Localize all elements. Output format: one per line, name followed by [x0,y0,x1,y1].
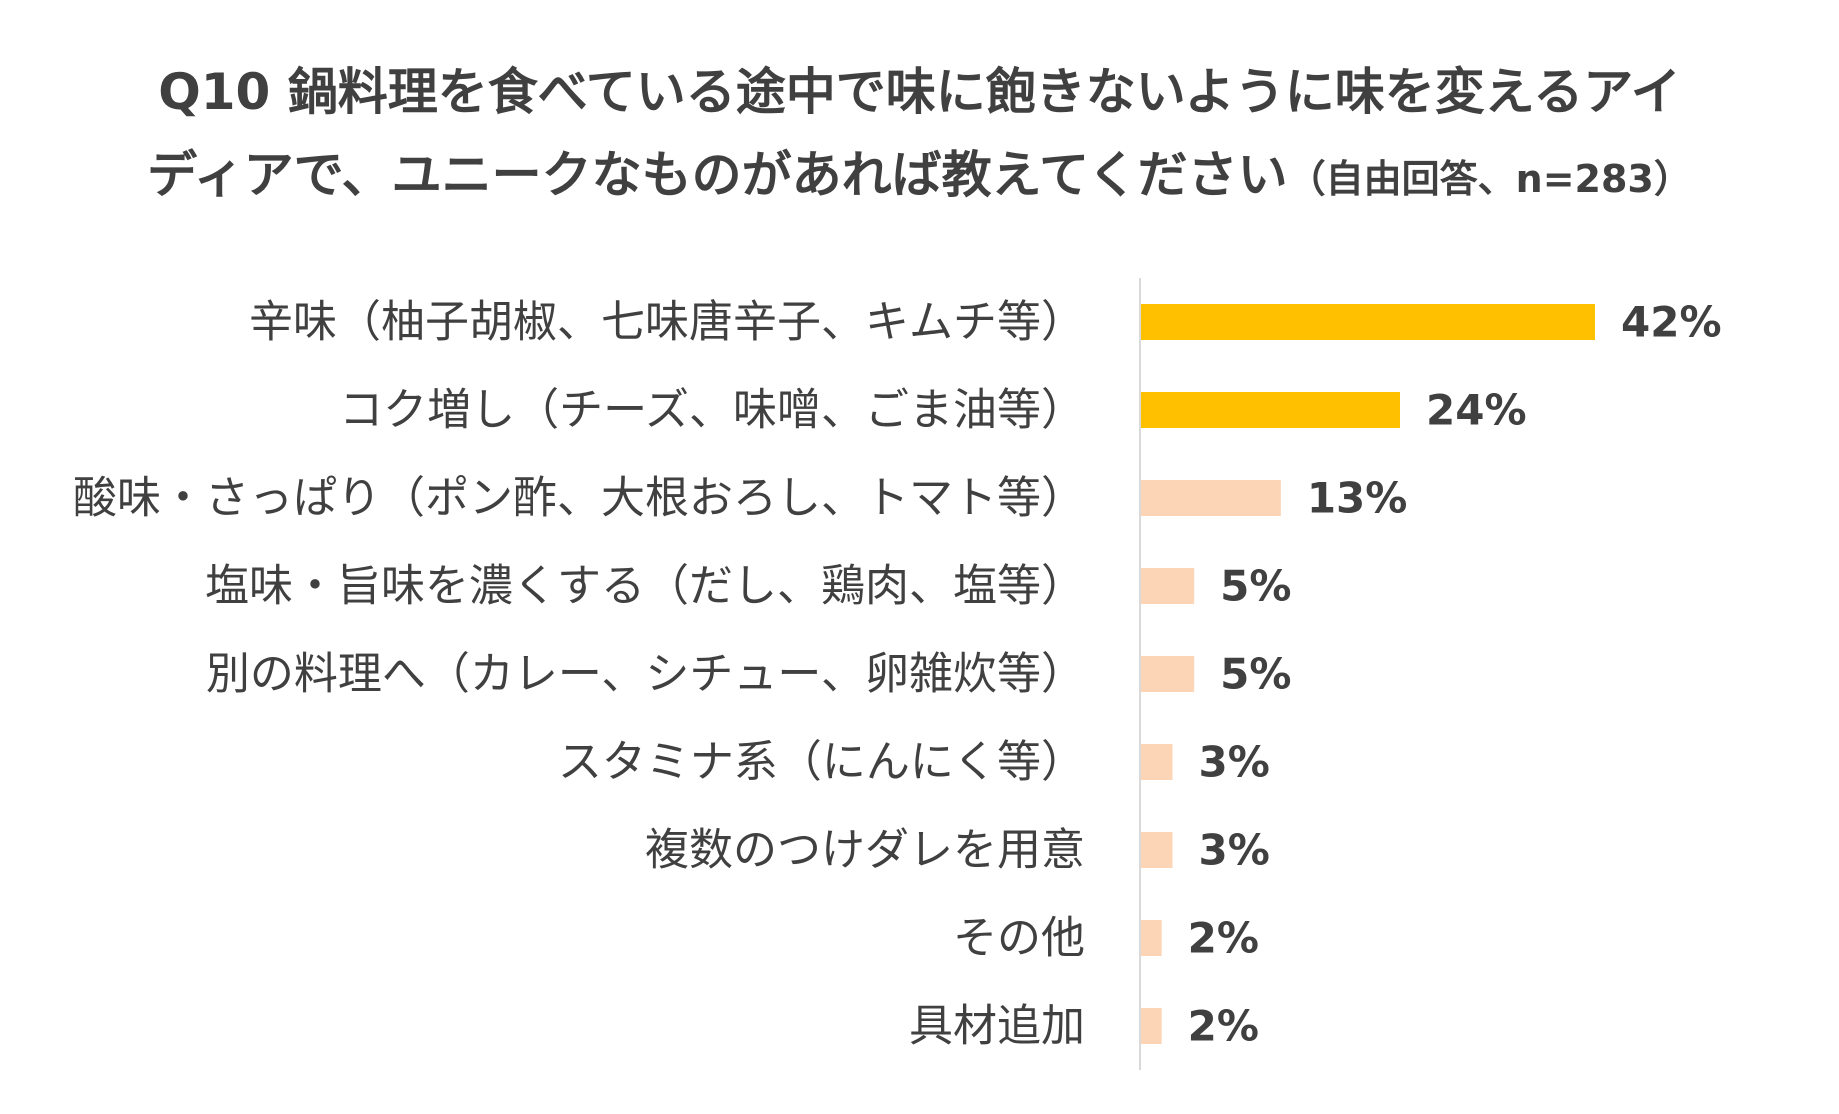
chart-title-text-2: ディアで、ユニークなものがあれば教えてください [147,146,1288,204]
value-labels: 42% 24% 13% 5% 5% 3% 3% 2% 2% [1188,298,1722,1051]
bar [1140,392,1400,428]
bar [1140,304,1595,340]
value-label: 2% [1188,914,1259,963]
category-label: その他 [953,913,1085,964]
category-label: 辛味（柚子胡椒、七味唐辛子、キムチ等） [249,297,1085,348]
bar [1140,656,1195,692]
chart-title-line2: ディアで、ユニークなものがあれば教えてください（自由回答、n=283） [0,145,1839,209]
value-label: 3% [1199,826,1270,875]
chart-title-line1: Q10 鍋料理を食べている途中で味に飽きないように味を変えるアイ [0,62,1839,122]
bar [1140,920,1162,956]
bars [1140,304,1595,1044]
category-label: 酸味・さっぱり（ポン酢、大根おろし、トマト等） [73,473,1085,524]
bar [1140,832,1173,868]
category-label: 塩味・旨味を濃くする（だし、鶏肉、塩等） [205,561,1085,612]
category-labels: 辛味（柚子胡椒、七味唐辛子、キムチ等） コク増し（チーズ、味噌、ごま油等） 酸味・さ… [73,297,1085,1052]
category-label: コク増し（チーズ、味噌、ごま油等） [339,385,1085,436]
bar [1140,744,1173,780]
chart-title-text-1: Q10 鍋料理を食べている途中で味に飽きないように味を変えるアイ [158,63,1681,121]
category-label: スタミナ系（にんにく等） [558,737,1085,788]
category-label: 具材追加 [909,1001,1085,1052]
category-label: 別の料理へ（カレー、シチュー、卵雑炊等） [206,649,1085,700]
category-label: 複数のつけダレを用意 [645,825,1085,876]
value-label: 24% [1426,386,1527,435]
value-label: 2% [1188,1002,1259,1051]
chart-title-note: （自由回答、n=283） [1287,157,1692,201]
value-label: 5% [1220,562,1291,611]
value-label: 3% [1199,738,1270,787]
value-label: 5% [1220,650,1291,699]
bar [1140,480,1281,516]
value-label: 13% [1307,474,1408,523]
bar [1140,1008,1162,1044]
value-label: 42% [1621,298,1722,347]
bar [1140,568,1195,604]
